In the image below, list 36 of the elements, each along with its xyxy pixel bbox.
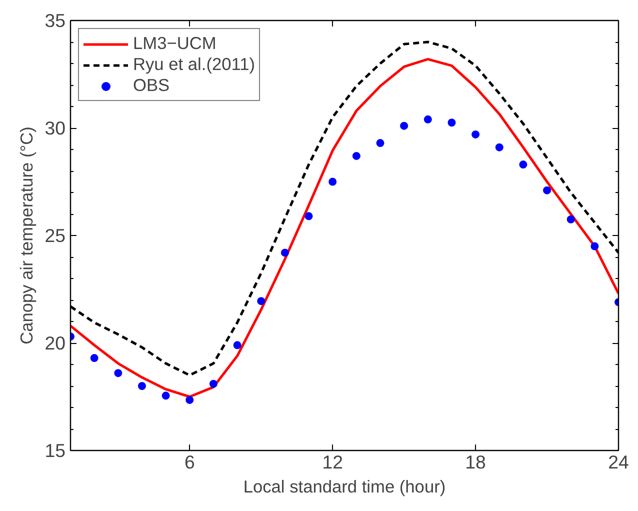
- point: [90, 354, 98, 362]
- point: [114, 369, 122, 378]
- point: [138, 382, 146, 390]
- point: [304, 212, 313, 220]
- point: [186, 396, 194, 404]
- x-axis-title: Local standard time (hour): [243, 476, 446, 496]
- point: [519, 160, 528, 169]
- x-tick-label: 24: [608, 452, 629, 472]
- x-tick-label: 18: [465, 452, 486, 472]
- point: [233, 341, 242, 350]
- x-tick-label: 6: [184, 452, 195, 472]
- point: [566, 215, 575, 224]
- point: [495, 143, 504, 152]
- y-tick-label: 30: [44, 118, 66, 138]
- y-tick-label: 25: [44, 225, 66, 246]
- point: [543, 186, 552, 194]
- point: [257, 297, 266, 306]
- y-tick-label: 15: [44, 440, 66, 461]
- y-axis-title: Canopy air temperature (°C): [16, 126, 37, 344]
- point: [424, 115, 432, 124]
- y-tick-label: 35: [44, 10, 66, 31]
- point: [590, 242, 599, 250]
- point: [472, 130, 480, 138]
- point: [209, 380, 218, 388]
- point: [400, 122, 408, 130]
- point: [376, 139, 384, 148]
- legend-label: Ryu et al.(2011): [133, 54, 255, 75]
- point: [448, 118, 456, 127]
- x-tick-label: 12: [322, 452, 343, 472]
- point: [328, 178, 337, 186]
- legend-label: LM3−UCM: [133, 33, 216, 54]
- point: [352, 152, 360, 160]
- y-tick-label: 20: [44, 332, 66, 354]
- legend-label: OBS: [133, 75, 170, 96]
- point: [280, 248, 289, 257]
- point: [162, 392, 170, 400]
